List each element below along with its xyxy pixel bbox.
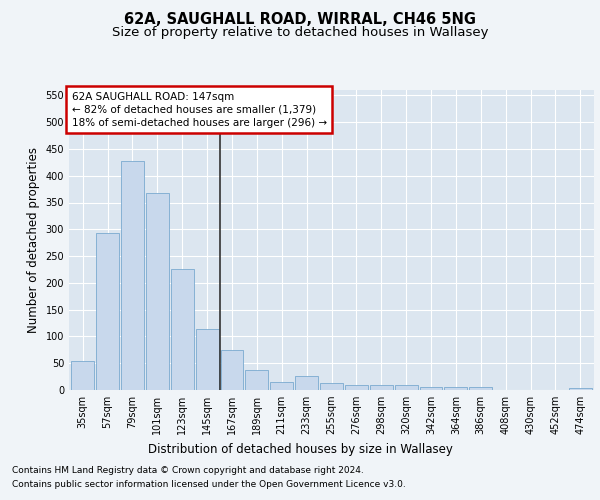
Text: 62A, SAUGHALL ROAD, WIRRAL, CH46 5NG: 62A, SAUGHALL ROAD, WIRRAL, CH46 5NG [124,12,476,28]
Bar [196,330,218,390]
Y-axis label: Number of detached properties: Number of detached properties [27,147,40,333]
Text: Distribution of detached houses by size in Wallasey: Distribution of detached houses by size … [148,442,452,456]
Bar [221,350,244,390]
Text: 62A SAUGHALL ROAD: 147sqm
← 82% of detached houses are smaller (1,379)
18% of se: 62A SAUGHALL ROAD: 147sqm ← 82% of detac… [71,92,327,128]
Bar [345,384,368,390]
Bar [270,382,293,390]
Bar [295,376,318,390]
Bar [121,160,144,390]
Bar [171,270,194,390]
Bar [395,384,418,390]
Bar [370,385,393,390]
Bar [71,360,94,390]
Bar [96,233,119,390]
Text: Contains HM Land Registry data © Crown copyright and database right 2024.: Contains HM Land Registry data © Crown c… [12,466,364,475]
Bar [569,388,592,390]
Bar [419,387,442,390]
Bar [469,388,492,390]
Bar [320,383,343,390]
Text: Size of property relative to detached houses in Wallasey: Size of property relative to detached ho… [112,26,488,39]
Bar [445,388,467,390]
Bar [146,193,169,390]
Text: Contains public sector information licensed under the Open Government Licence v3: Contains public sector information licen… [12,480,406,489]
Bar [245,370,268,390]
